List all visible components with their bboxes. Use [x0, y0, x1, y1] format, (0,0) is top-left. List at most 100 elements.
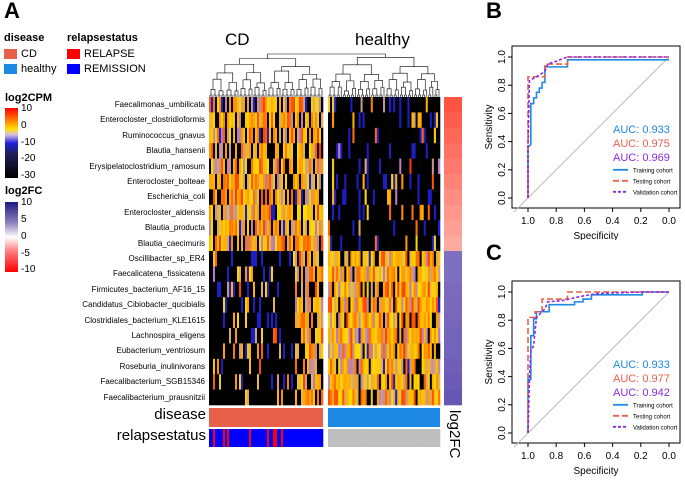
heatmap-cell — [393, 297, 396, 313]
heatmap-cell — [387, 281, 390, 298]
relapse-cell — [407, 429, 410, 447]
heatmap-cell — [291, 343, 294, 360]
heatmap-cell — [387, 374, 390, 390]
heatmap-cell — [299, 158, 302, 175]
heatmap-cell — [271, 189, 274, 206]
heatmap-cell — [391, 266, 394, 283]
heatmap-cell — [389, 358, 392, 375]
heatmap-cell — [297, 97, 300, 113]
heatmap-cell — [425, 235, 429, 252]
heatmap-cell — [239, 389, 242, 406]
heatmap-cell — [358, 328, 361, 344]
heatmap-cell — [269, 235, 272, 252]
roc-curve-validation-cohort — [527, 56, 669, 198]
heatmap-cell — [354, 251, 357, 267]
relapse-cell — [269, 429, 272, 447]
heatmap-cell — [253, 97, 256, 113]
relapse-cell — [362, 429, 365, 447]
heatmap-cell — [425, 358, 429, 375]
heatmap-cell — [321, 358, 324, 375]
heatmap-cell — [307, 328, 310, 344]
heatmap-cell — [259, 251, 262, 267]
heatmap-cell — [403, 297, 406, 313]
heatmap-cell — [403, 235, 406, 252]
heatmap-cell — [233, 358, 236, 375]
heatmap-cell — [257, 281, 260, 298]
heatmap-cell — [366, 374, 370, 390]
heatmap-cell — [332, 97, 335, 113]
heatmap-cell — [334, 143, 337, 159]
heatmap-cell — [393, 127, 396, 144]
heatmap-cell — [380, 343, 384, 360]
heatmap-cell — [209, 251, 212, 267]
heatmap-cell — [415, 143, 418, 159]
heatmap-cell — [217, 389, 220, 406]
relapse-cell — [253, 429, 256, 447]
y-tick-label: 0.4 — [497, 134, 508, 148]
heatmap-cell — [342, 374, 345, 390]
heatmap-cell — [309, 97, 312, 113]
dendrogram-branch — [329, 86, 335, 95]
heatmap-cell — [407, 174, 410, 190]
heatmap-cell — [362, 112, 365, 129]
dendrogram-branch — [435, 89, 440, 97]
dendrogram-branch — [399, 66, 429, 74]
heatmap-cell — [287, 189, 290, 206]
heatmap-cell — [378, 143, 382, 159]
dendrogram-branch — [217, 94, 221, 97]
heatmap-cell — [241, 343, 244, 360]
heatmap-cell — [393, 312, 396, 329]
dendrogram-branch — [302, 73, 318, 80]
heatmap-cell — [253, 328, 256, 344]
relapse-cell — [267, 429, 270, 447]
heatmap-cell — [399, 343, 402, 360]
heatmap-cell — [315, 251, 318, 267]
heatmap-cell — [297, 174, 300, 190]
heatmap-cell — [257, 312, 260, 329]
heatmap-cell — [217, 343, 220, 360]
heatmap-cell — [403, 374, 406, 390]
heatmap-cell — [374, 235, 378, 252]
heatmap-cell — [429, 97, 433, 113]
heatmap-cell — [319, 312, 322, 329]
heatmap-cell — [299, 312, 302, 329]
heatmap-cell — [227, 158, 230, 175]
heatmap-cell — [354, 328, 357, 344]
heatmap-cell — [387, 235, 390, 252]
heatmap-cell — [295, 189, 298, 206]
heatmap-cell — [223, 358, 226, 375]
heatmap-cell — [415, 112, 418, 129]
heatmap-cell — [366, 281, 370, 298]
heatmap-cell — [261, 297, 264, 313]
heatmap-cell — [257, 143, 260, 159]
species-label: Enterocloster_aldensis — [124, 207, 205, 217]
heatmap-cell — [209, 358, 212, 375]
heatmap-cell — [352, 143, 355, 159]
heatmap-cell — [415, 97, 418, 113]
heatmap-cell — [421, 220, 425, 236]
x-tick-label: 0.6 — [577, 451, 591, 462]
heatmap-cell — [358, 266, 361, 283]
heatmap-cell — [215, 328, 218, 344]
heatmap-cell — [289, 328, 292, 344]
heatmap-cell — [389, 174, 392, 190]
heatmap-cell — [380, 97, 384, 113]
heatmap-cell — [380, 127, 384, 144]
heatmap-cell — [417, 189, 420, 206]
dendrogram-branch — [282, 88, 288, 95]
heatmap-cell — [376, 281, 380, 298]
heatmap-cell — [229, 143, 232, 159]
heatmap-cell — [301, 112, 304, 129]
heatmap-cell — [255, 251, 258, 267]
relapse-cell — [340, 429, 343, 447]
heatmap-cell — [431, 127, 435, 144]
heatmap-cell — [407, 358, 410, 375]
relapse-cell — [255, 429, 258, 447]
heatmap-cell — [344, 235, 347, 252]
heatmap-cell — [342, 97, 345, 113]
heatmap-cell — [271, 343, 274, 360]
species-label: Lachnospira_eligens — [131, 331, 205, 340]
heatmap-cell — [332, 297, 335, 313]
heatmap-cell — [401, 143, 404, 159]
heatmap-cell — [253, 389, 256, 406]
